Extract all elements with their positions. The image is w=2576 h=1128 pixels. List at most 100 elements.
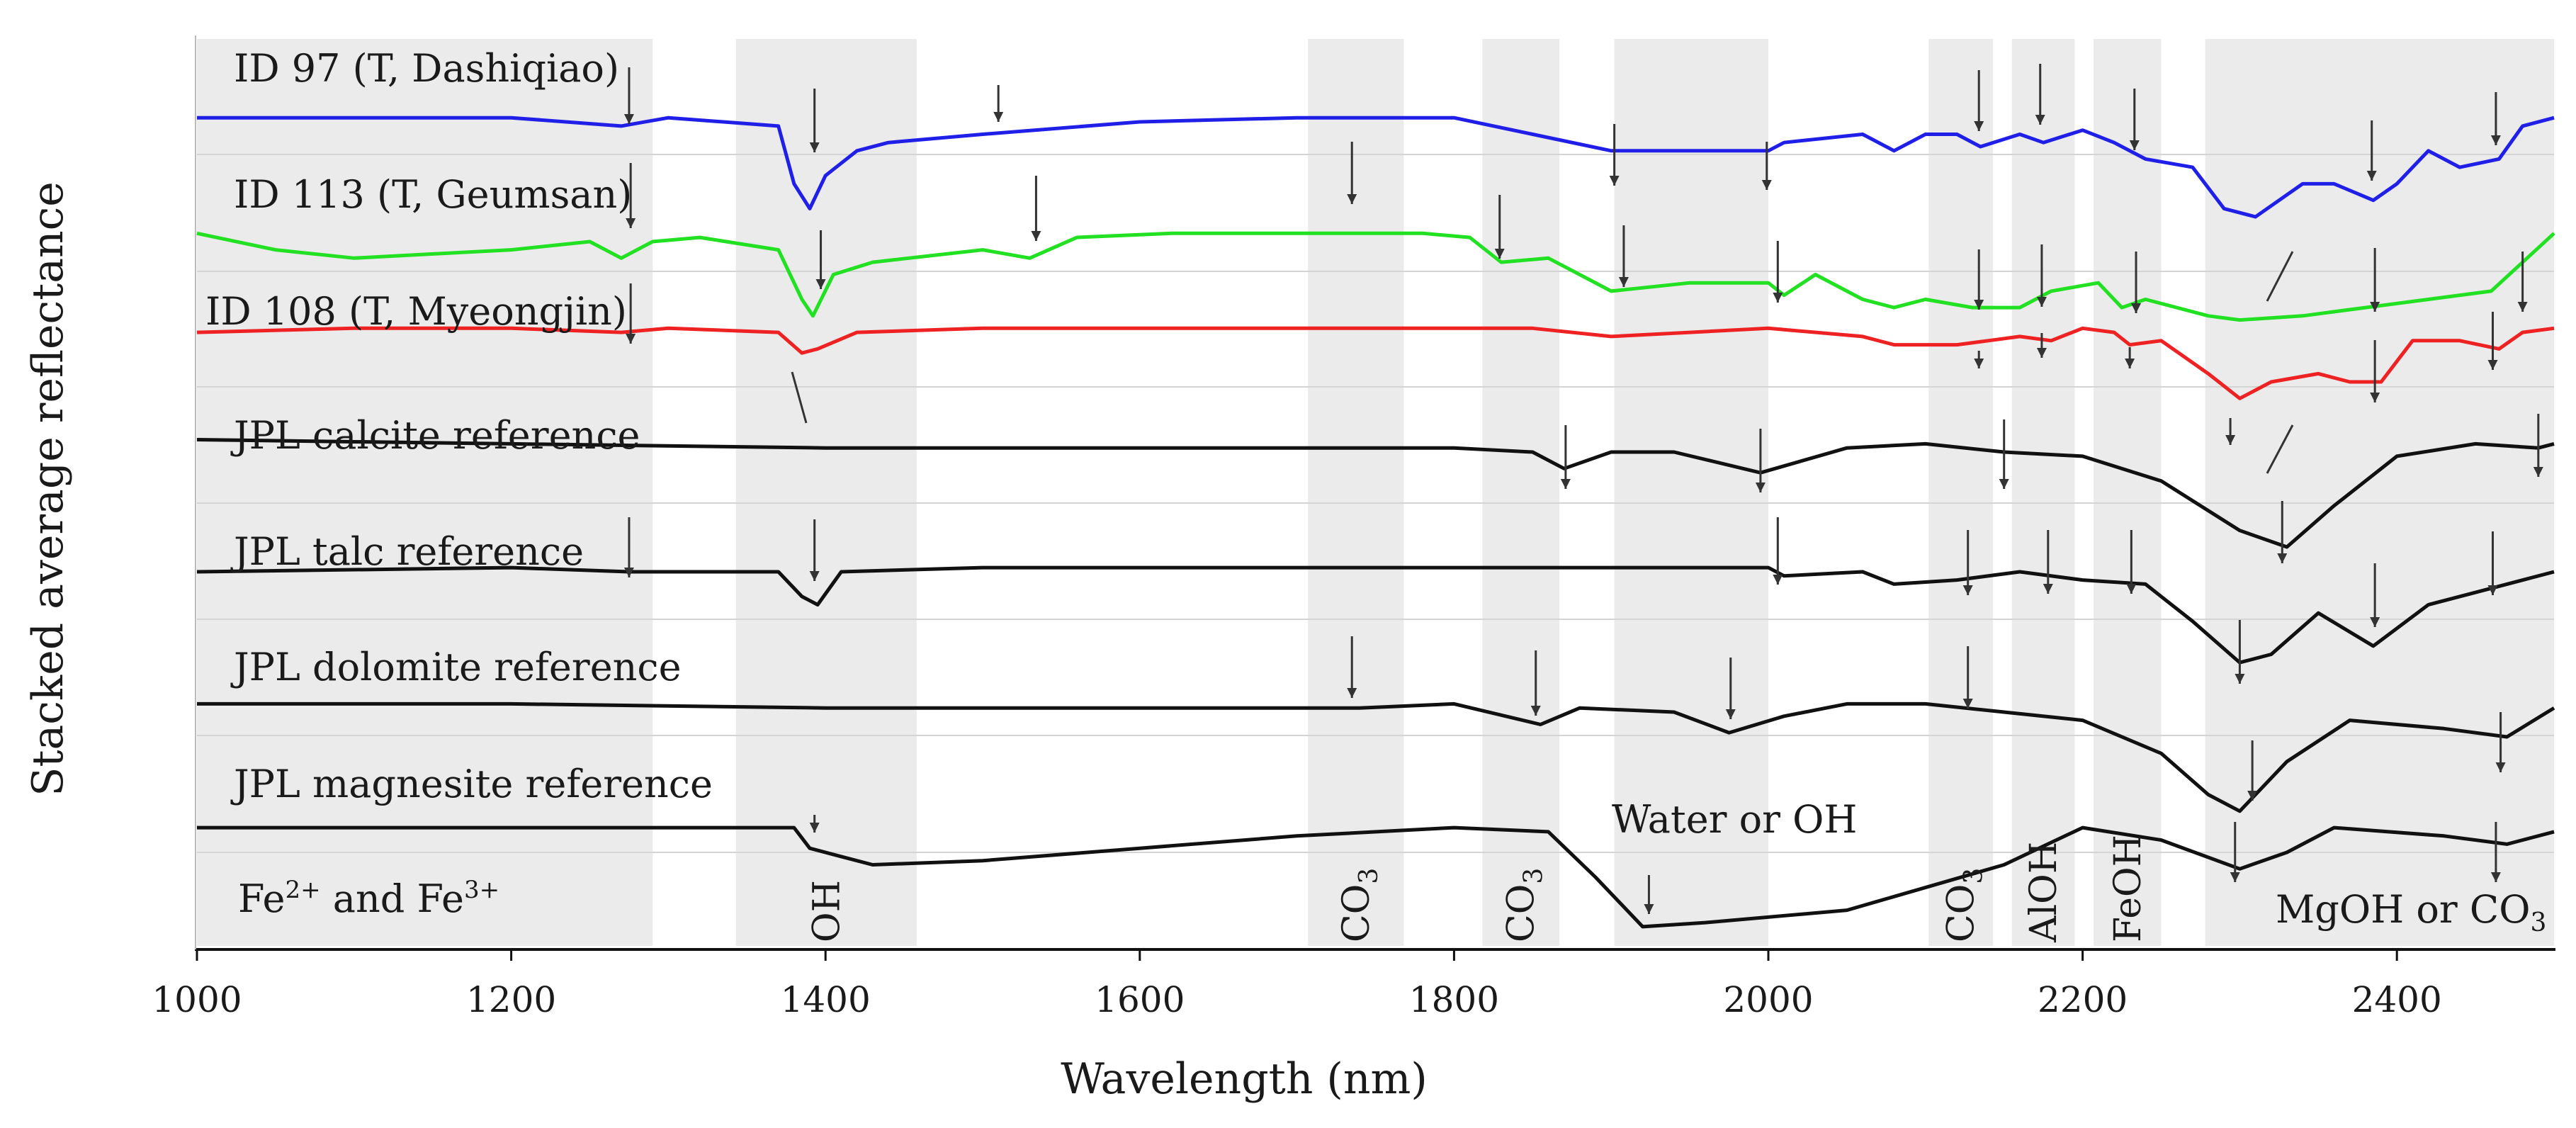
arrow-head-20 xyxy=(2370,302,2380,312)
arrow-head-44 xyxy=(1725,709,1736,719)
series-label-5: JPL dolomite reference xyxy=(230,645,682,689)
arrow-head-16 xyxy=(1773,293,1783,303)
annotation-water-or-oh: Water or OH xyxy=(1612,797,1858,842)
x-tick-label-7: 2400 xyxy=(2352,979,2442,1020)
arrow-head-5 xyxy=(1761,180,1772,190)
region-band-2 xyxy=(1308,39,1404,946)
series-label-6: JPL magnesite reference xyxy=(230,762,713,806)
region-band-3 xyxy=(1482,39,1560,946)
series-line-0 xyxy=(197,115,2555,219)
x-axis-title: Wavelength (nm) xyxy=(1061,1054,1428,1104)
arrow-head-12 xyxy=(815,279,826,289)
arrow-head-26 xyxy=(2370,393,2380,402)
x-tick-label-3: 1600 xyxy=(1095,979,1185,1020)
arrow-head-17 xyxy=(1974,300,1984,310)
arrow-head-34 xyxy=(809,571,820,581)
region-label-1: OH xyxy=(806,880,848,942)
region-band-5 xyxy=(1928,39,1994,946)
series-line-4 xyxy=(196,565,2555,665)
series-label-4: JPL talc reference xyxy=(230,529,584,574)
arrow-head-50 xyxy=(1644,904,1654,914)
region-band-0 xyxy=(197,39,653,946)
arrow-head-39 xyxy=(2277,553,2288,563)
series-line-2 xyxy=(196,326,2555,400)
region-label-7: FeOH xyxy=(2107,835,2150,942)
annotation-mgoh-sub: 3 xyxy=(2530,908,2546,937)
series-label-1: ID 113 (T, Geumsan) xyxy=(234,172,632,217)
arrow-head-9 xyxy=(2366,171,2377,181)
region-label-5: CO3 xyxy=(1941,868,1989,942)
arrow-head-1 xyxy=(809,142,820,152)
series-line-3 xyxy=(196,438,2555,549)
arrow-head-45 xyxy=(1962,699,1973,709)
y-axis-title: Stacked average reflectance xyxy=(23,181,73,796)
arrow-head-23 xyxy=(1974,359,1984,368)
annotation-mgoh-main: MgOH or CO xyxy=(2276,887,2530,932)
arrow-head-38 xyxy=(2126,584,2137,594)
region-label-sub-2: 3 xyxy=(1355,868,1384,884)
series-label-2: ID 108 (T, Myeongjin) xyxy=(205,289,627,334)
x-tick-label-4: 1800 xyxy=(1409,979,1499,1020)
arrow-head-31 xyxy=(1999,479,2009,489)
x-tick-label-1: 1200 xyxy=(466,979,556,1020)
arrow-head-35 xyxy=(1773,575,1783,585)
annotation-fe-ions: Fe2+ and Fe3+ xyxy=(238,876,499,921)
series-line-5 xyxy=(197,701,2555,813)
x-tick-label-0: 1000 xyxy=(152,979,242,1020)
arrow-head-21 xyxy=(2517,302,2528,312)
x-tick-label-5: 2000 xyxy=(1723,979,1813,1020)
annotation-fe-part1: Fe xyxy=(238,876,285,921)
series-label-3: JPL calcite reference xyxy=(230,413,640,458)
series-line-6 xyxy=(197,825,2555,929)
arrow-head-47 xyxy=(2247,791,2258,801)
arrow-head-4 xyxy=(1609,176,1620,186)
series-labels: ID 97 (T, Dashiqiao) ID 113 (T, Geumsan) I… xyxy=(205,46,713,806)
region-label-main-2: CO xyxy=(1335,884,1378,942)
arrow-head-11 xyxy=(626,218,636,228)
arrow-head-27 xyxy=(2487,360,2498,370)
arrow-head-32 xyxy=(2533,467,2543,477)
arrow-head-40 xyxy=(2370,617,2380,627)
absorption-regions xyxy=(197,39,2554,946)
annotation-fe-part2: and Fe xyxy=(321,876,464,921)
arrow-head-46 xyxy=(2235,674,2245,684)
series-label-0: ID 97 (T, Dashiqiao) xyxy=(234,46,619,91)
region-band-8 xyxy=(2205,39,2554,946)
arrow-head-6 xyxy=(1974,121,1984,131)
arrow-head-2 xyxy=(993,112,1004,122)
annotation-fe-sup2: 3+ xyxy=(464,876,499,904)
arrow-head-13 xyxy=(1031,231,1041,241)
region-label-main-5: CO xyxy=(1941,884,1983,942)
arrow-head-42 xyxy=(1347,688,1357,698)
arrow-head-30 xyxy=(1755,483,1766,492)
arrow-slant-0 xyxy=(2266,251,2294,302)
horizontal-gridlines xyxy=(197,154,2554,853)
arrow-head-15 xyxy=(1618,277,1629,287)
arrow-head-10 xyxy=(2490,135,2501,145)
arrow-head-22 xyxy=(626,334,636,344)
x-tick-label-6: 2200 xyxy=(2038,979,2128,1020)
series-line-1 xyxy=(196,231,2555,322)
arrow-head-48 xyxy=(2495,762,2506,772)
region-band-7 xyxy=(2094,39,2162,946)
arrow-head-24 xyxy=(2036,348,2047,358)
arrow-head-18 xyxy=(2036,297,2047,307)
annotation-mgoh-or-co3: MgOH or CO3 xyxy=(2276,887,2546,937)
region-band-1 xyxy=(735,39,917,946)
arrow-head-3 xyxy=(1347,194,1357,204)
arrow-head-41 xyxy=(2487,585,2498,595)
arrow-head-8 xyxy=(2129,140,2140,150)
region-band-6 xyxy=(2011,39,2075,946)
x-tick-label-2: 1400 xyxy=(781,979,871,1020)
arrow-head-29 xyxy=(1560,479,1571,489)
arrow-head-37 xyxy=(2043,584,2053,594)
arrow-head-0 xyxy=(623,114,634,124)
arrow-head-51 xyxy=(2230,872,2240,882)
region-label-6: AlOH xyxy=(2023,842,2065,943)
region-label-main-3: CO xyxy=(1501,884,1543,942)
arrow-head-19 xyxy=(2131,303,2142,313)
region-label-sub-5: 3 xyxy=(1960,868,1989,884)
arrow-head-7 xyxy=(2035,115,2045,125)
